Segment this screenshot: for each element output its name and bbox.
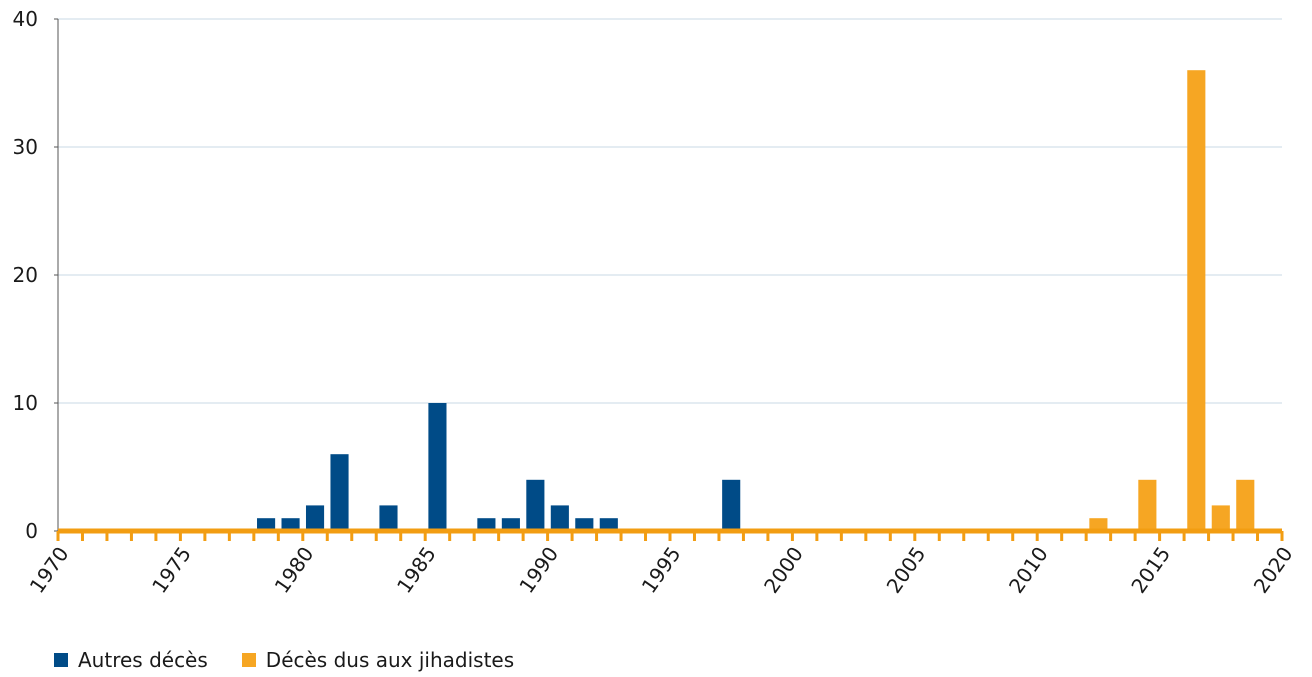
legend-label-deces-jihadistes: Décès dus aux jihadistes [265, 648, 515, 672]
y-tick-label: 40 [13, 7, 38, 31]
bar-autres-deces-1988 [501, 518, 520, 531]
x-tick-label: 1980 [270, 542, 319, 597]
y-tick-label: 20 [13, 263, 38, 287]
gridlines [54, 18, 1282, 532]
x-tick-label: 2020 [1249, 542, 1298, 597]
x-tick-label: 2015 [1126, 542, 1175, 597]
bar-autres-deces-1997 [722, 479, 741, 531]
bar-autres-deces-1987 [477, 518, 496, 531]
y-tick-label: 30 [13, 135, 38, 159]
bar-autres-deces-1980 [305, 505, 325, 531]
bar-autres-deces-1990 [550, 505, 569, 531]
y-axis-ticks: 0 10 20 30 40 [13, 7, 38, 543]
legend-swatch-autres-deces [54, 653, 68, 667]
bar-autres-deces-1981 [330, 454, 349, 531]
legend-item-deces-jihadistes: Décès dus aux jihadistes [241, 648, 515, 672]
legend-item-autres-deces: Autres décès [54, 648, 208, 672]
x-axis-tick-marks [56, 531, 1284, 541]
bar-autres-deces-1989 [526, 479, 545, 531]
bar-deces-jihadistes-2017 [1211, 505, 1230, 531]
bar-autres-deces-1983 [379, 505, 398, 531]
legend: Autres décès Décès dus aux jihadistes [54, 648, 514, 672]
legend-swatch-deces-jihadistes [241, 653, 256, 667]
bar-deces-jihadistes-2018 [1236, 479, 1255, 531]
x-tick-label: 1985 [392, 542, 441, 597]
x-tick-label: 2005 [882, 542, 931, 597]
bars [257, 70, 1255, 531]
x-tick-label: 1995 [637, 542, 686, 597]
bar-autres-deces-1978 [257, 518, 276, 531]
y-tick-label: 10 [13, 391, 38, 415]
x-axis-ticks: 1970 1975 1980 1985 1990 1995 2000 2005 2010 2015… [25, 542, 1298, 597]
bar-deces-jihadistes-2012 [1089, 518, 1108, 531]
bar-deces-jihadistes-2014 [1138, 479, 1157, 531]
bar-autres-deces-1985 [428, 403, 447, 531]
bar-autres-deces-1991 [575, 518, 594, 531]
bar-autres-deces-1979 [281, 518, 300, 531]
bar-autres-deces-1992 [599, 518, 618, 531]
chart: 0 10 20 30 40 1970 1975 1980 1985 1990 1995 2000 20… [13, 7, 1298, 598]
x-tick-label: 2000 [759, 542, 808, 597]
x-tick-label: 2010 [1004, 542, 1053, 597]
bar-deces-jihadistes-2016 [1187, 70, 1206, 531]
legend-label-autres-deces: Autres décès [78, 648, 208, 672]
x-tick-label: 1975 [147, 542, 196, 597]
x-tick-label: 1970 [25, 542, 74, 597]
x-tick-label: 1990 [514, 542, 563, 597]
y-tick-label: 0 [25, 519, 38, 543]
